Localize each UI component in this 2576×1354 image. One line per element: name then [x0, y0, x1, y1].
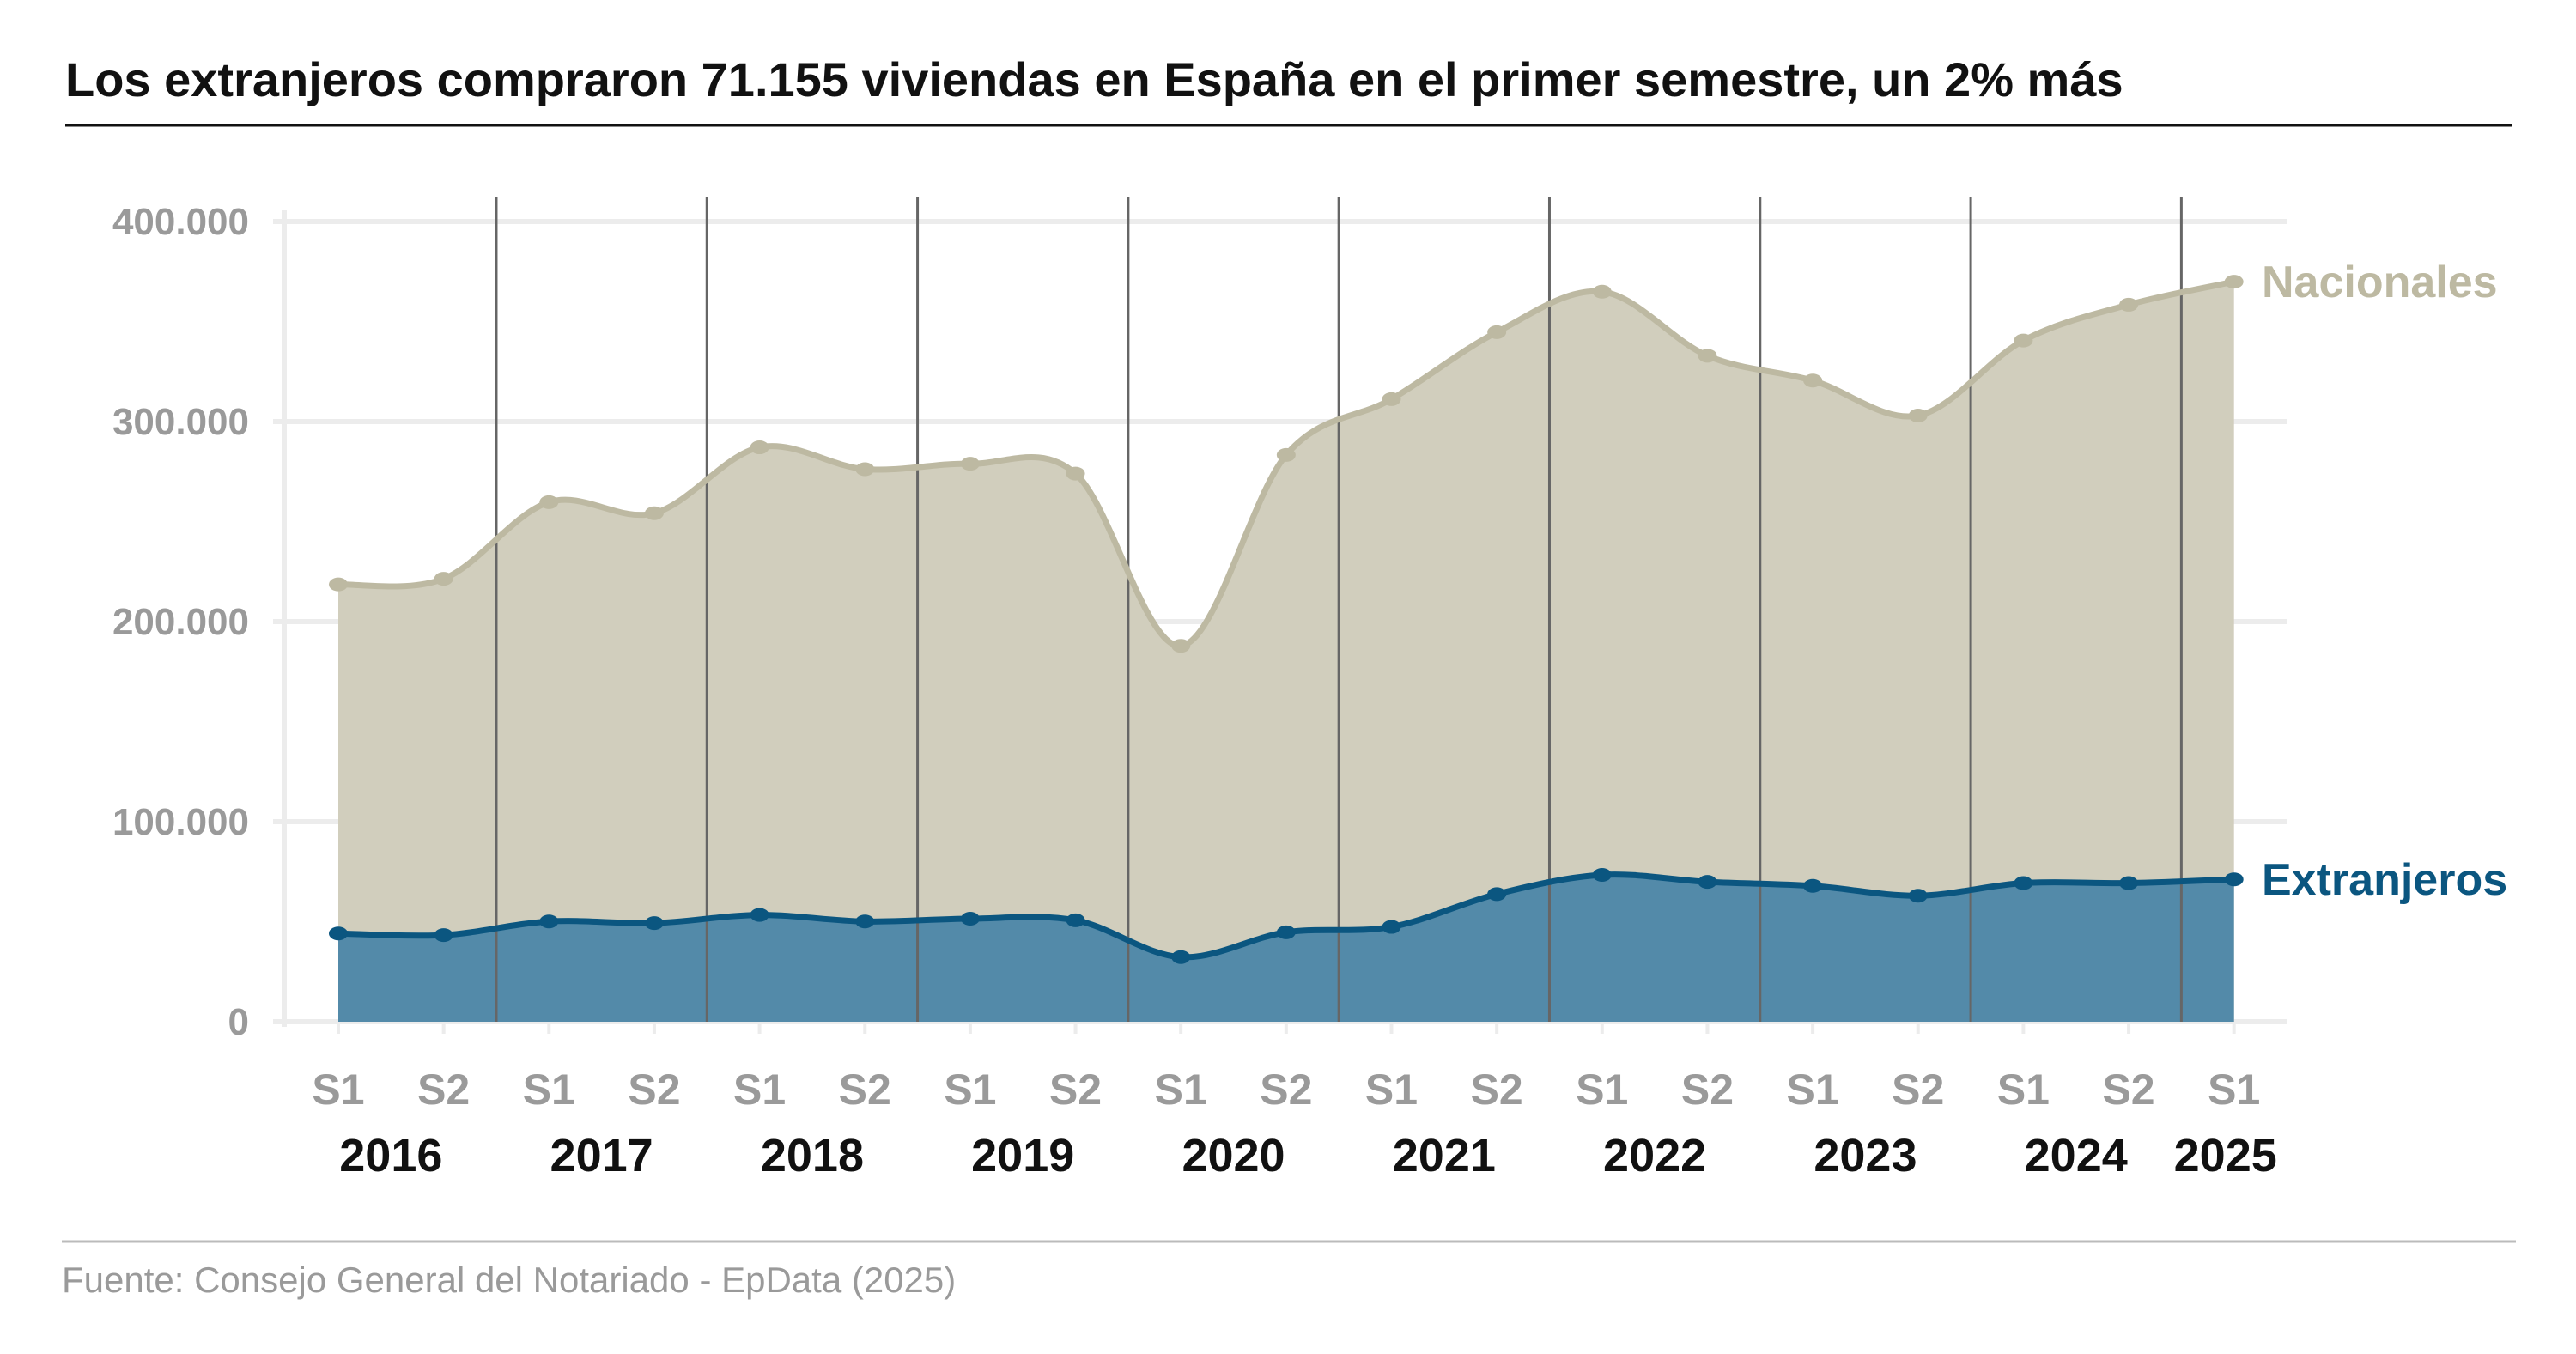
x-tick-label: S1 — [312, 1066, 364, 1114]
chart-title: Los extranjeros compraron 71.155 viviend… — [65, 52, 2123, 106]
year-label: 2017 — [550, 1130, 653, 1181]
y-tick-label: 100.000 — [112, 801, 249, 843]
point-extranjeros — [2119, 876, 2139, 890]
y-tick-label: 400.000 — [112, 201, 249, 243]
point-nacionales — [2224, 275, 2244, 289]
year-label: 2019 — [971, 1130, 1074, 1181]
point-extranjeros — [855, 914, 875, 929]
x-tick-label: S1 — [1787, 1066, 1839, 1114]
series-nacionales — [329, 275, 2244, 653]
x-tick-label: S1 — [1365, 1066, 1418, 1114]
point-extranjeros — [960, 912, 980, 926]
year-label: 2021 — [1393, 1130, 1496, 1181]
y-tick-label: 200.000 — [112, 601, 249, 643]
point-nacionales — [1276, 447, 1296, 462]
year-label: 2020 — [1182, 1130, 1285, 1181]
axes: 0 100.000 200.000 300.000 400.000 S1 S2 S1 S2 S1 S… — [112, 201, 2277, 1181]
series-extranjeros — [329, 867, 2244, 964]
x-tick-label: S2 — [839, 1066, 891, 1114]
point-nacionales — [434, 572, 453, 586]
point-extranjeros — [539, 914, 559, 929]
year-label: 2018 — [761, 1130, 864, 1181]
point-extranjeros — [1276, 925, 1296, 939]
point-nacionales — [644, 506, 664, 520]
point-extranjeros — [1171, 950, 1191, 964]
x-tick-label: S1 — [523, 1066, 575, 1114]
point-extranjeros — [434, 928, 453, 943]
year-label: 2025 — [2174, 1130, 2277, 1181]
point-extranjeros — [1698, 875, 1717, 890]
point-nacionales — [1066, 466, 1085, 481]
point-extranjeros — [1803, 878, 1823, 893]
year-label: 2024 — [2025, 1130, 2128, 1181]
point-nacionales — [1171, 639, 1191, 653]
point-nacionales — [2119, 297, 2139, 312]
point-nacionales — [1592, 284, 1612, 299]
point-nacionales — [1382, 392, 1401, 406]
x-tick-label: S2 — [628, 1066, 680, 1114]
x-tick-label: S2 — [417, 1066, 470, 1114]
point-nacionales — [329, 577, 348, 592]
x-tick-label: S2 — [2102, 1066, 2154, 1114]
x-tick-label: S2 — [1892, 1066, 1944, 1114]
point-extranjeros — [1908, 889, 1928, 903]
point-nacionales — [2014, 333, 2033, 348]
year-label: 2022 — [1603, 1130, 1706, 1181]
x-tick-label: S1 — [1997, 1066, 2050, 1114]
x-tick-label: S1 — [2208, 1066, 2260, 1114]
point-nacionales — [960, 457, 980, 471]
areas — [338, 282, 2234, 1022]
x-tick-label: S2 — [1681, 1066, 1734, 1114]
y-tick-label: 0 — [228, 1001, 249, 1043]
point-nacionales — [1698, 349, 1717, 363]
point-nacionales — [1908, 409, 1928, 423]
x-tick-label: S2 — [1471, 1066, 1523, 1114]
year-label: 2016 — [339, 1130, 442, 1181]
x-tick-label: S1 — [733, 1066, 786, 1114]
series-lines — [329, 275, 2244, 964]
point-extranjeros — [644, 916, 664, 931]
point-extranjeros — [329, 926, 348, 941]
point-extranjeros — [750, 908, 769, 922]
y-tick-label: 300.000 — [112, 401, 249, 443]
point-extranjeros — [2014, 876, 2033, 890]
point-nacionales — [1803, 373, 1823, 388]
series-label-extranjeros: Extranjeros — [2262, 855, 2507, 905]
point-extranjeros — [1382, 920, 1401, 934]
x-tick-label: S1 — [944, 1066, 996, 1114]
point-nacionales — [750, 440, 769, 455]
point-extranjeros — [1066, 913, 1085, 927]
x-tick-label: S1 — [1576, 1066, 1628, 1114]
point-nacionales — [1487, 325, 1507, 339]
point-extranjeros — [2224, 872, 2244, 887]
point-extranjeros — [1592, 867, 1612, 882]
x-tick-label: S2 — [1049, 1066, 1102, 1114]
series-label-nacionales: Nacionales — [2262, 258, 2498, 307]
point-nacionales — [539, 495, 559, 509]
year-label: 2023 — [1814, 1130, 1917, 1181]
source-note: Fuente: Consejo General del Notariado - … — [62, 1260, 956, 1300]
x-tick-label: S1 — [1155, 1066, 1207, 1114]
year-dividers — [495, 197, 2183, 1022]
x-tick-label: S2 — [1260, 1066, 1312, 1114]
point-nacionales — [855, 462, 875, 477]
point-extranjeros — [1487, 887, 1507, 902]
